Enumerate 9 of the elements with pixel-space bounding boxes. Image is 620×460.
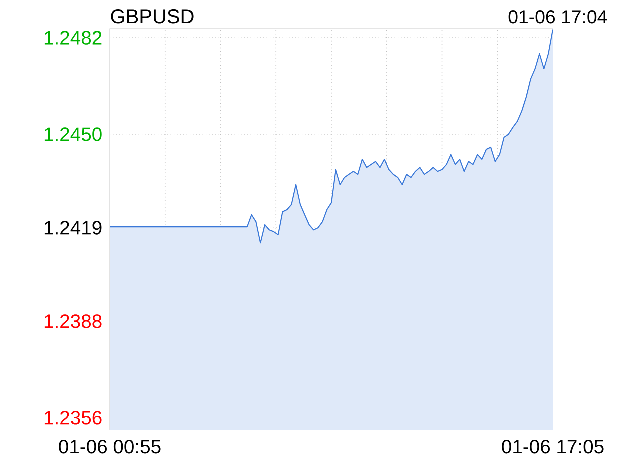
text: 01-06 17:04 <box>508 10 608 24</box>
y-tick-label: 1.2482 <box>44 31 102 45</box>
x-tick-label: 01-06 00:55 <box>59 440 161 454</box>
x-tick-label: 01-06 17:05 <box>502 440 604 454</box>
y-tick-label: 1.2450 <box>44 128 102 142</box>
y-tick-label: 1.2356 <box>44 411 102 425</box>
chart-title: GBPUSD <box>111 10 194 24</box>
y-tick-label: 1.2388 <box>44 314 102 328</box>
y-tick-label: 1.2419 <box>44 221 102 235</box>
